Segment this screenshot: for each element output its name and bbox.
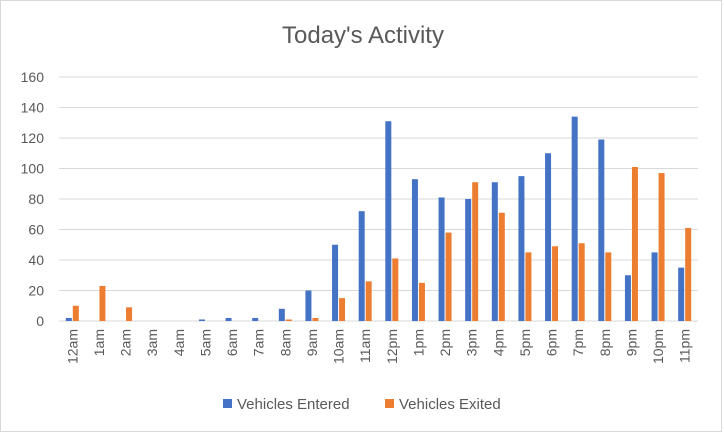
legend-swatch-vehicles-exited — [385, 399, 394, 408]
y-tick-label: 60 — [28, 222, 44, 238]
x-tick-label: 5am — [197, 329, 213, 356]
y-tick-label: 140 — [21, 100, 45, 116]
bar-entered-12am — [65, 317, 72, 321]
bar-entered-11pm — [678, 267, 685, 321]
bar-exited-5pm — [525, 252, 532, 321]
bar-entered-8pm — [598, 139, 605, 321]
x-tick-label: 5pm — [517, 329, 533, 356]
bar-exited-10pm — [658, 173, 665, 321]
x-tick-label: 6am — [224, 329, 240, 356]
bar-exited-12am — [72, 305, 79, 321]
x-tick-label: 2am — [118, 329, 134, 356]
y-tick-label: 120 — [21, 130, 45, 146]
bar-exited-1am — [99, 285, 106, 321]
bar-entered-10pm — [651, 252, 658, 321]
bar-exited-8pm — [605, 252, 612, 321]
bar-exited-10am — [339, 298, 346, 321]
legend-label-vehicles-exited: Vehicles Exited — [399, 396, 501, 413]
bar-exited-2pm — [445, 232, 452, 321]
legend-swatch-vehicles-entered — [223, 399, 232, 408]
x-tick-label: 11pm — [677, 329, 693, 363]
bar-exited-7pm — [578, 243, 585, 321]
bar-entered-3pm — [465, 199, 472, 321]
bar-entered-12pm — [385, 121, 392, 321]
x-tick-label: 10pm — [650, 329, 666, 364]
x-tick-label: 1am — [91, 329, 107, 356]
bar-entered-9am — [305, 290, 312, 321]
gridlines — [59, 76, 698, 322]
bar-entered-7am — [252, 317, 259, 321]
x-tick-label: 6pm — [544, 329, 560, 356]
x-tick-label: 7pm — [570, 329, 586, 356]
y-axis-ticks: 0 20 40 60 80 100 120 140 160 — [21, 69, 45, 329]
bar-entered-11am — [358, 211, 365, 321]
x-tick-label: 4pm — [490, 329, 506, 356]
bar-entered-10am — [332, 244, 339, 321]
x-tick-label: 1pm — [410, 329, 426, 356]
x-tick-label: 12am — [64, 329, 80, 364]
bar-entered-9pm — [624, 275, 631, 321]
bar-entered-7pm — [571, 116, 578, 322]
x-tick-label: 10am — [331, 329, 347, 364]
y-tick-label: 20 — [28, 283, 44, 299]
x-tick-label: 4am — [171, 329, 187, 356]
bar-entered-5am — [198, 319, 205, 321]
bar-entered-1pm — [411, 179, 418, 321]
y-tick-label: 80 — [28, 191, 44, 207]
bar-exited-9am — [312, 317, 319, 321]
y-tick-label: 40 — [28, 252, 44, 268]
x-tick-label: 11am — [357, 329, 373, 363]
chart-title: Today's Activity — [282, 22, 444, 49]
bars — [65, 116, 692, 322]
bar-entered-2pm — [438, 197, 445, 321]
bar-exited-6pm — [552, 246, 559, 321]
bar-exited-12pm — [392, 258, 399, 321]
x-axis-ticks: 12am 1am 2am 3am 4am 5am 6am 7am 8am 9am 10am 11am 1… — [64, 329, 692, 364]
legend: Vehicles Entered Vehicles Exited — [223, 396, 501, 413]
bar-exited-11pm — [685, 227, 692, 321]
x-tick-label: 8am — [277, 329, 293, 356]
bar-exited-9pm — [631, 166, 638, 321]
bar-entered-8am — [278, 308, 285, 321]
bar-exited-3pm — [472, 182, 479, 321]
y-tick-label: 100 — [21, 161, 45, 177]
bar-exited-1pm — [418, 282, 425, 321]
x-tick-label: 2pm — [437, 329, 453, 356]
bar-exited-2am — [126, 307, 133, 321]
x-tick-label: 7am — [251, 329, 267, 356]
bar-entered-6pm — [545, 153, 552, 321]
bar-entered-5pm — [518, 176, 525, 321]
bar-exited-4pm — [498, 212, 505, 321]
x-tick-label: 12pm — [384, 329, 400, 364]
legend-label-vehicles-entered: Vehicles Entered — [237, 396, 350, 413]
bar-entered-6am — [225, 317, 232, 321]
bar-entered-4pm — [491, 182, 498, 321]
x-tick-label: 9pm — [623, 329, 639, 356]
y-tick-label: 0 — [36, 313, 44, 329]
x-tick-label: 8pm — [597, 329, 613, 356]
bar-exited-8am — [285, 319, 292, 321]
x-tick-label: 3pm — [464, 329, 480, 356]
y-tick-label: 160 — [21, 69, 45, 85]
x-tick-label: 3am — [144, 329, 160, 356]
bar-exited-11am — [365, 281, 372, 321]
x-tick-label: 9am — [304, 329, 320, 356]
